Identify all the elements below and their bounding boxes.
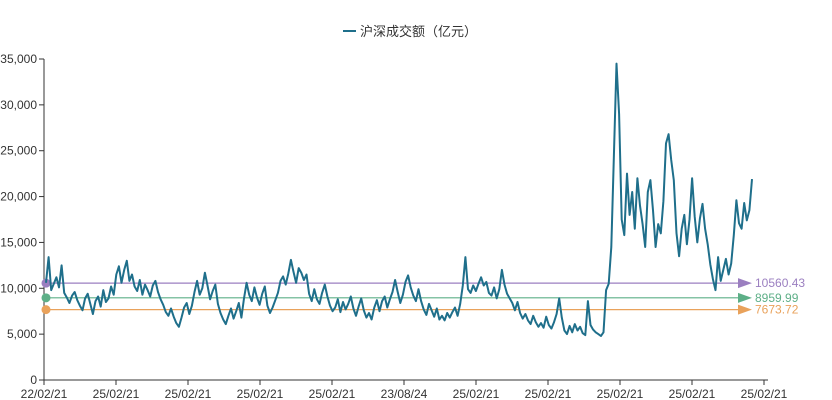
x-tick-label: 23/08/24 [381,387,428,400]
x-tick-label: 25/02/21 [165,387,212,400]
x-tick-label: 22/02/21 [21,387,68,400]
series-line-沪深成交额 [45,62,753,337]
y-tick-label: 10,000 [0,281,37,295]
reference-start-dot [41,293,51,303]
x-tick-label: 25/02/21 [237,387,284,400]
reference-label: 8959.99 [755,291,799,305]
y-tick-label: 35,000 [0,52,37,66]
reference-arrow [738,292,752,303]
reference-label: 7673.72 [755,303,799,317]
reference-start-dot [41,305,51,315]
y-tick-label: 15,000 [0,235,37,249]
x-tick-label: 25/02/21 [309,387,356,400]
y-tick-label: 20,000 [0,190,37,204]
x-axis-ticks: 22/02/21 25/02/21 25/02/21 25/02/21 25/02/21… [21,380,788,400]
x-tick-label: 25/02/21 [453,387,500,400]
x-tick-label: 25/02/21 [525,387,572,400]
y-tick-label: 5,000 [7,327,37,341]
reference-arrow [738,304,752,315]
x-tick-label: 25/02/21 [669,387,716,400]
y-tick-label: 25,000 [0,144,37,158]
legend[interactable]: 沪深成交额（亿元） [343,24,477,40]
reference-arrow [738,278,752,289]
x-tick-label: 25/02/21 [741,387,788,400]
x-tick-label: 25/02/21 [597,387,644,400]
x-tick-label: 25/02/21 [93,387,140,400]
y-axis-ticks: 0 5,000 10,000 15,000 20,000 25,000 30,000 35,0… [0,52,44,387]
y-tick-label: 30,000 [0,98,37,112]
y-tick-label: 0 [30,373,37,387]
legend-label: 沪深成交额（亿元） [360,24,477,40]
reference-start-dot [41,278,51,288]
reference-label: 10560.43 [755,276,805,290]
